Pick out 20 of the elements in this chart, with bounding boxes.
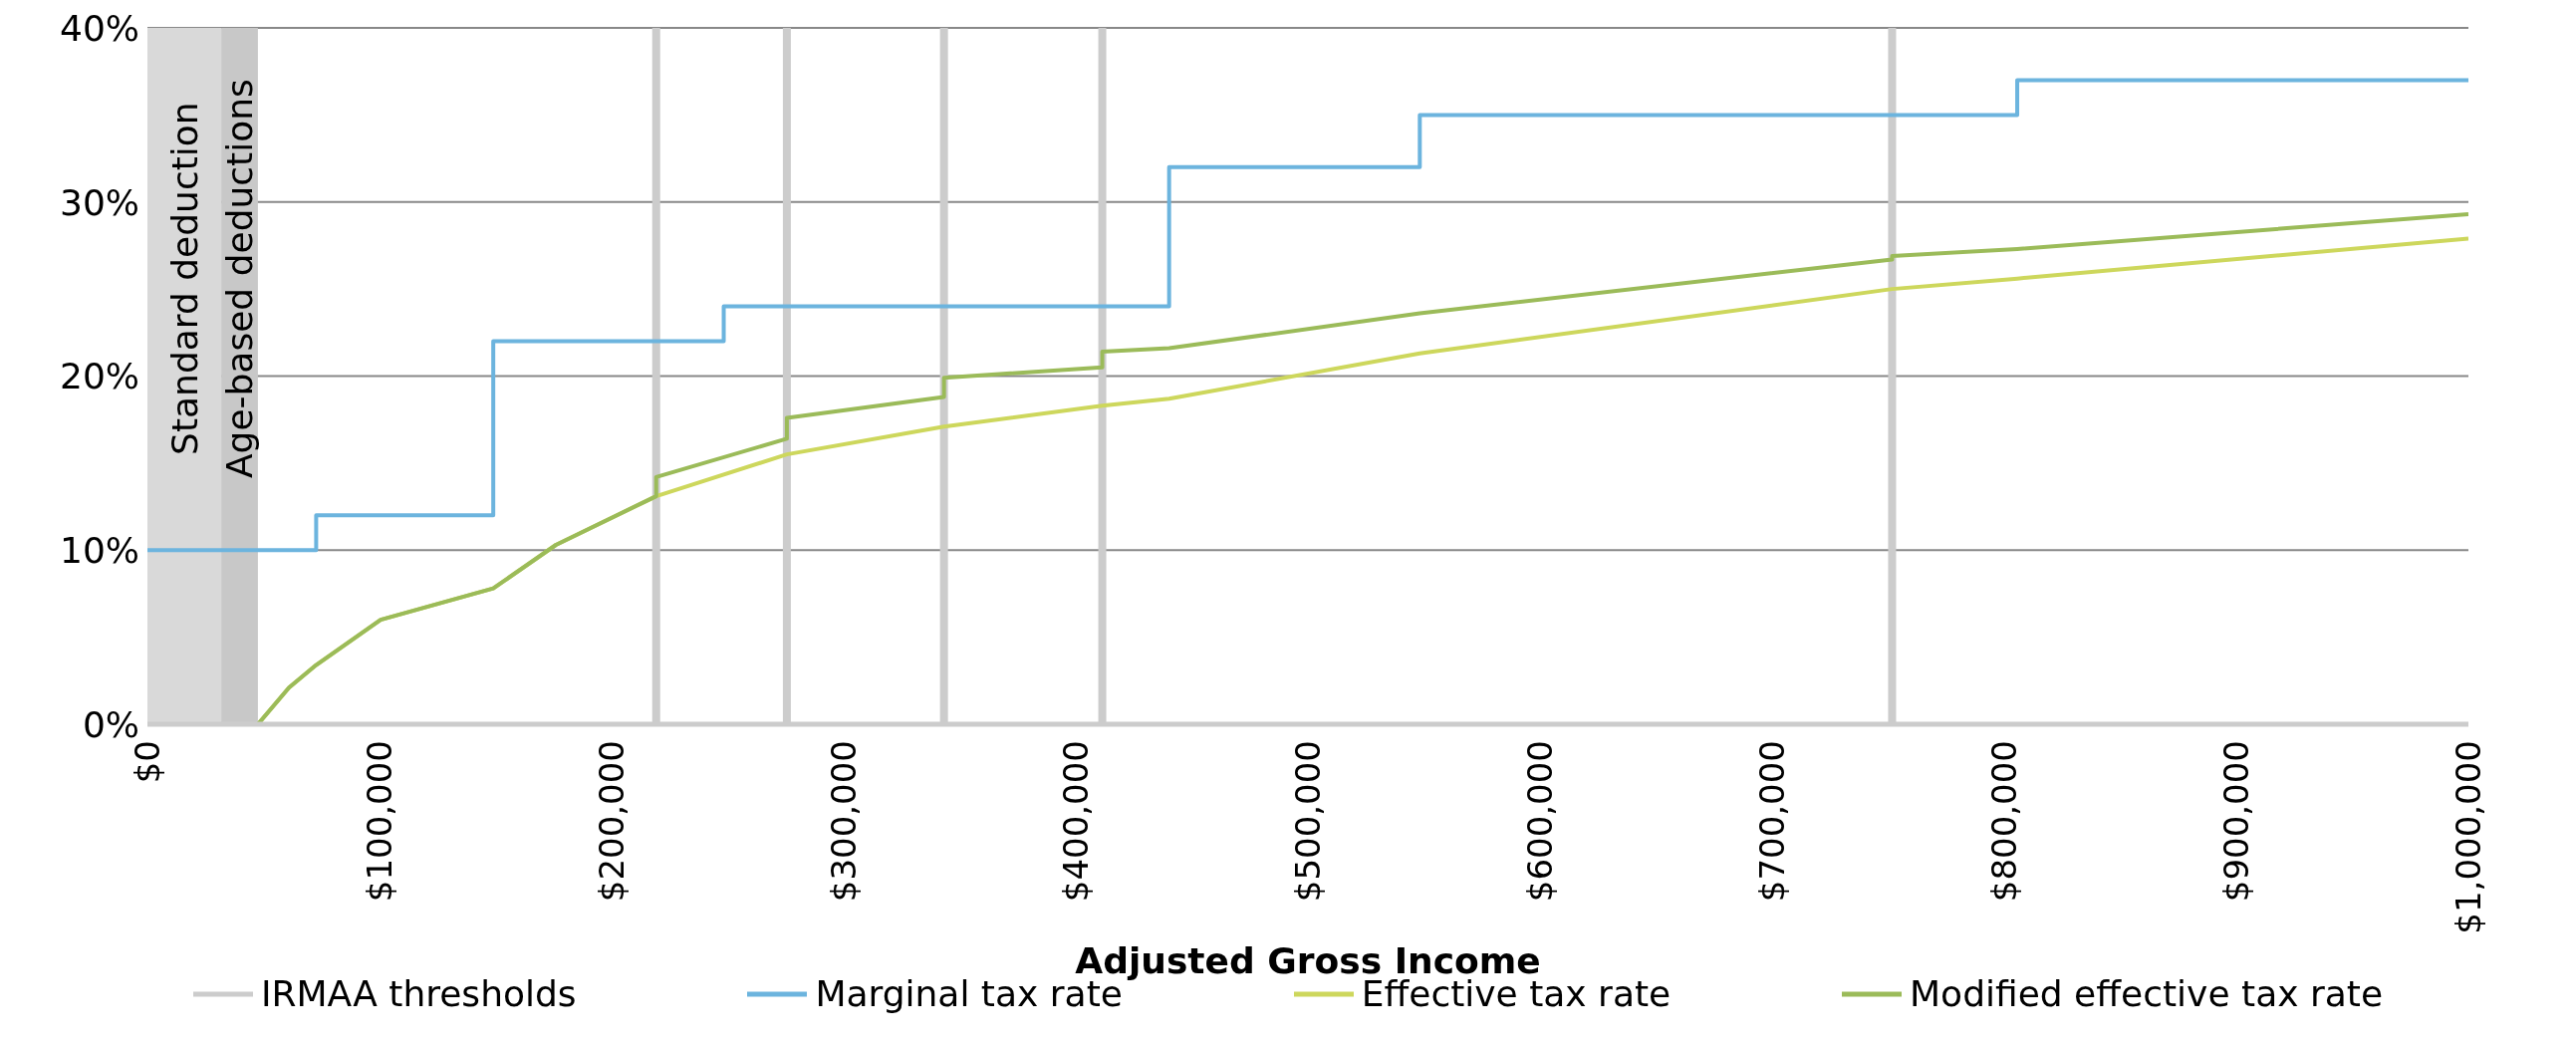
- x-tick-label: $1,000,000: [2448, 740, 2488, 934]
- x-tick-label: $900,000: [2216, 740, 2256, 903]
- band-label: Standard deduction: [163, 102, 205, 455]
- y-tick-label: 30%: [59, 181, 139, 223]
- y-tick-label: 40%: [59, 7, 139, 49]
- x-tick-label: $200,000: [592, 740, 632, 903]
- band-label: Age-based deductions: [219, 79, 260, 479]
- x-tick-label: $700,000: [1752, 740, 1792, 903]
- x-tick-label: $800,000: [1984, 740, 2024, 903]
- legend-label: Modified effective tax rate: [1909, 973, 2384, 1014]
- x-tick-label: $300,000: [824, 740, 864, 903]
- legend-label: Marginal tax rate: [814, 973, 1123, 1014]
- x-tick-label: $500,000: [1288, 740, 1328, 903]
- y-tick-label: 10%: [59, 530, 139, 572]
- x-tick-label: $600,000: [1520, 740, 1560, 903]
- legend-label: IRMAA thresholds: [259, 973, 577, 1014]
- legend-label: Effective tax rate: [1361, 973, 1672, 1014]
- x-tick-label: $400,000: [1056, 740, 1096, 903]
- x-tick-label: $100,000: [360, 740, 399, 903]
- y-tick-label: 20%: [59, 356, 139, 397]
